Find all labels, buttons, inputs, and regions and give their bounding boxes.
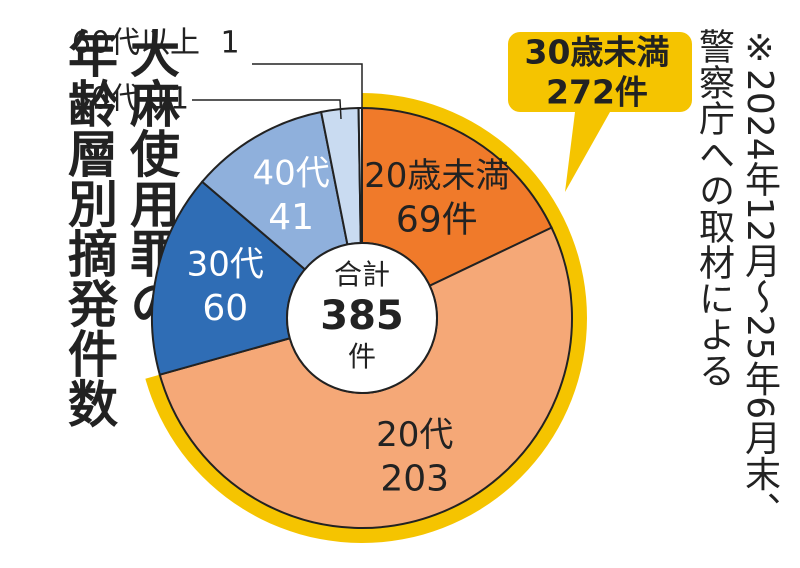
- total-label: 合計: [334, 258, 390, 291]
- value-label: 203: [380, 458, 449, 499]
- value-label: 11: [151, 82, 189, 117]
- total-value: 385: [320, 293, 404, 339]
- note-line: ※2024年12月～25年6月末、: [739, 28, 780, 528]
- note: ※2024年12月～25年6月末、 警察庁への取材による: [690, 28, 782, 527]
- note-line: 警察庁への取材による: [693, 28, 734, 388]
- leader-line: [192, 99, 342, 120]
- title: 大麻使用罪の 年齢層別摘発件数: [58, 28, 182, 428]
- callout-box: [508, 32, 692, 192]
- value-label: 1: [220, 26, 239, 61]
- slice-label: 20歳未満: [364, 156, 509, 196]
- value-label: 60: [202, 288, 248, 329]
- value-label: 69件: [396, 200, 478, 241]
- center-hole: [286, 242, 438, 394]
- slice-label: 20代: [376, 415, 453, 455]
- leader-line: [252, 63, 363, 110]
- value-label: 41: [268, 197, 314, 238]
- slice-label: 60代以上: [72, 26, 200, 61]
- slice-label: 30代: [187, 244, 264, 284]
- callout-label: 30歳未満: [525, 33, 670, 72]
- slice-label: 40代: [253, 154, 330, 194]
- total-unit: 件: [348, 340, 376, 373]
- callout-value: 272件: [546, 73, 648, 112]
- slice-label: 50代: [72, 82, 140, 117]
- title-line: 年齢層別摘発件数: [60, 28, 118, 428]
